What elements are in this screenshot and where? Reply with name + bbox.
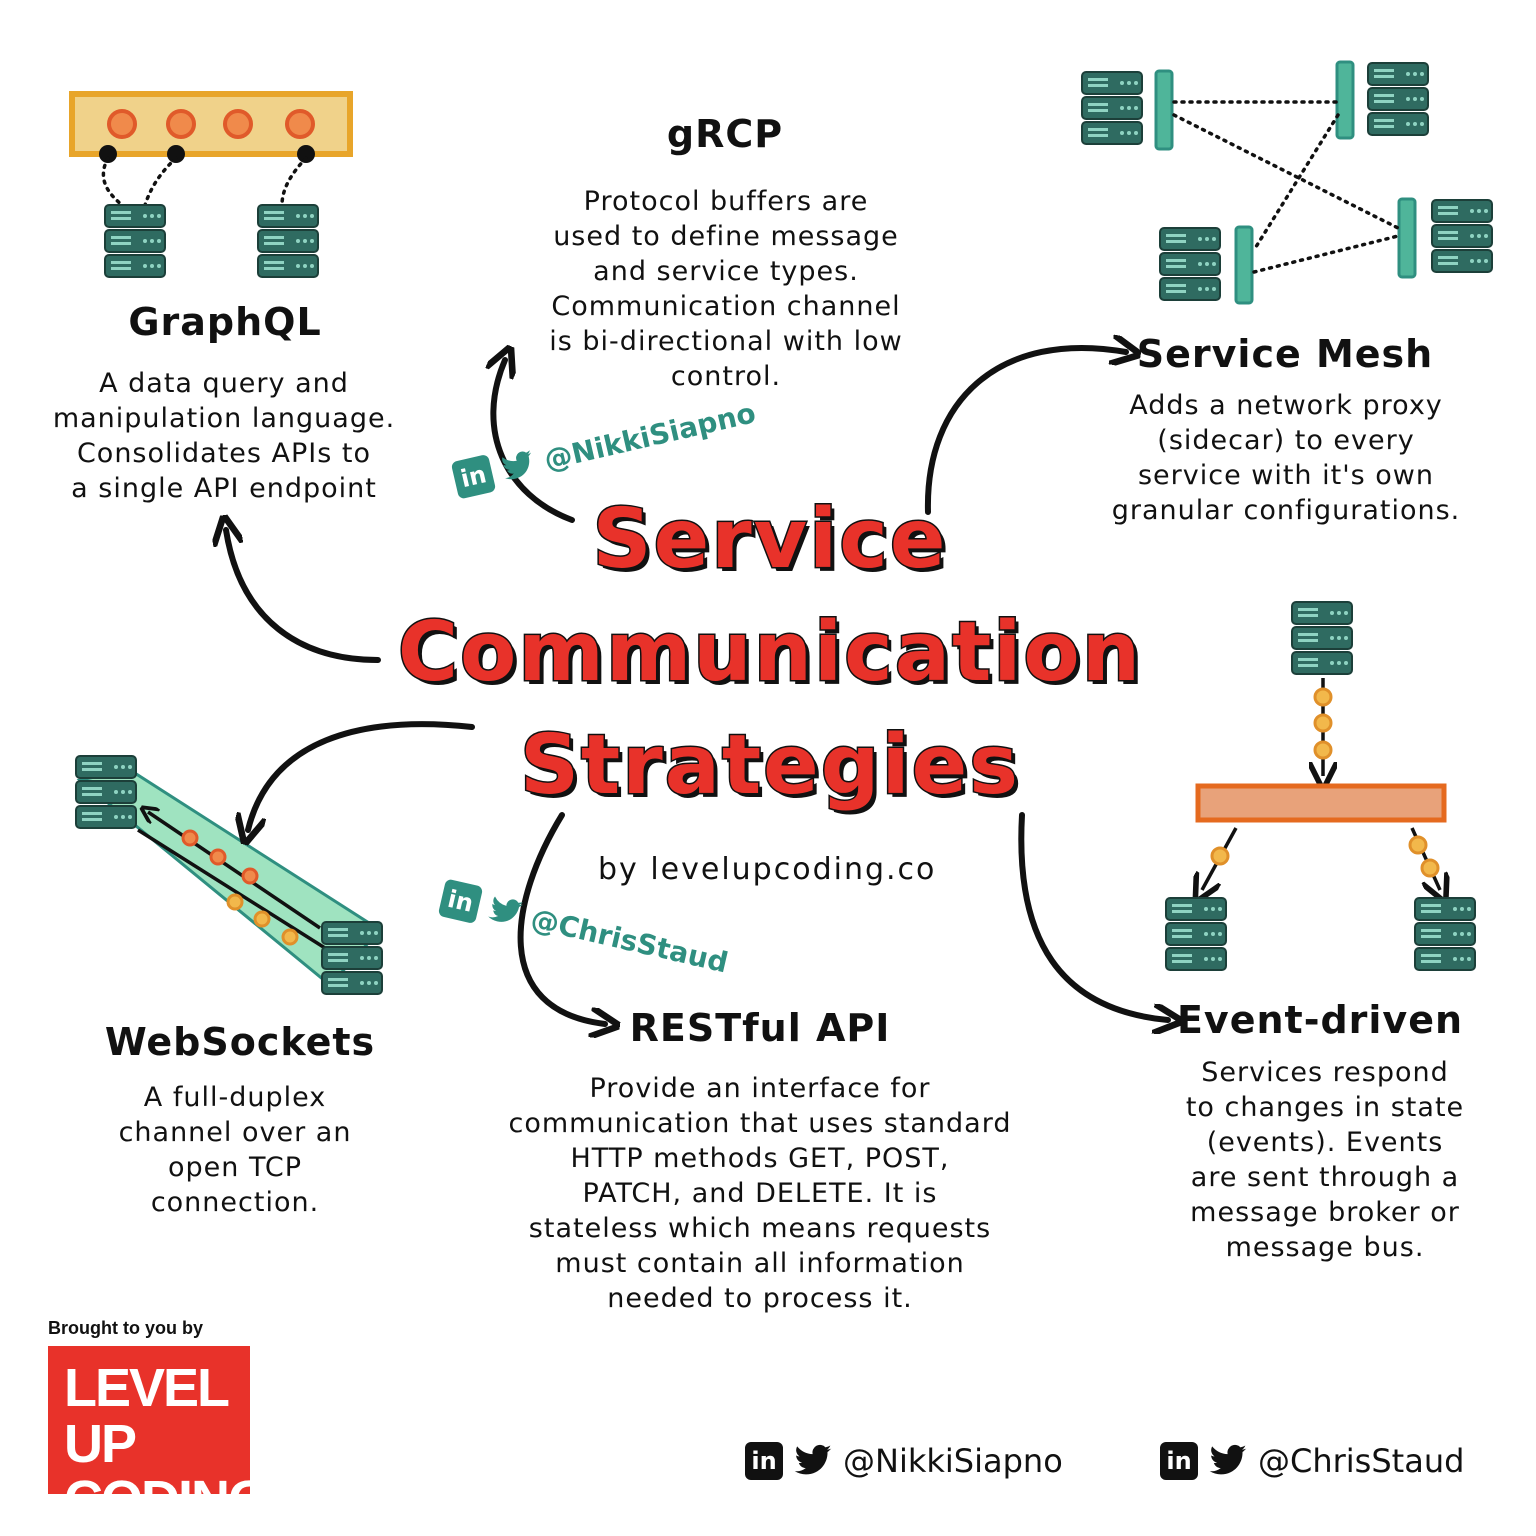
grpc-line: Protocol buffers are (583, 186, 869, 217)
graphql-description: A data query and manipulation language. … (24, 366, 424, 506)
footer-handle-text[interactable]: @ChrisStaud (1258, 1442, 1465, 1480)
restful-line: communication that uses standard (508, 1108, 1012, 1139)
event-driven-heading: Event-driven (1176, 998, 1464, 1042)
linkedin-icon[interactable]: in (1160, 1442, 1198, 1480)
service-mesh-line: (sidecar) to every (1157, 425, 1415, 456)
websockets-heading: WebSockets (104, 1020, 376, 1064)
grpc-line: is bi-directional with low (549, 326, 903, 357)
event-driven-line: message bus. (1225, 1232, 1425, 1263)
graphql-line: A data query and (99, 368, 349, 399)
restful-line: PATCH, and DELETE. It is (582, 1178, 938, 1209)
footer-handle-nikki[interactable]: in @NikkiSiapno (745, 1442, 1063, 1480)
brought-to-you-by: Brought to you by (48, 1318, 203, 1338)
restful-line: must contain all information (555, 1248, 965, 1279)
restful-line: stateless which means requests (528, 1213, 992, 1244)
websockets-illustration (75, 755, 383, 995)
arrow-to-websockets (248, 721, 475, 830)
linkedin-icon[interactable]: in (745, 1442, 783, 1480)
arrow-to-event-driven (1018, 812, 1168, 1020)
restful-line: HTTP methods GET, POST, (570, 1143, 950, 1174)
graphql-line: Consolidates APIs to (76, 438, 372, 469)
event-driven-line: (events). Events (1206, 1127, 1444, 1158)
restful-line: needed to process it. (607, 1283, 913, 1314)
service-mesh-heading: Service Mesh (1136, 332, 1434, 376)
logo-line-2: CODING (64, 1470, 270, 1530)
event-driven-line: message broker or (1190, 1197, 1460, 1228)
twitter-icon (502, 450, 532, 480)
websockets-description: A full-duplex channel over an open TCP c… (70, 1080, 400, 1220)
twitter-icon[interactable] (1208, 1444, 1248, 1478)
restful-heading: RESTful API (629, 1006, 891, 1050)
watermark-chris: in @ChrisStaud (437, 878, 732, 981)
linkedin-icon: in (437, 878, 484, 925)
event-driven-line: Services respond (1201, 1057, 1449, 1088)
watermark-nikki: in @NikkiSiapno (450, 393, 759, 500)
grpc-description: Protocol buffers are used to define mess… (520, 184, 932, 394)
service-mesh-illustration (1081, 60, 1493, 305)
graphql-line: a single API endpoint (71, 473, 377, 504)
title-line-3: Strategies (518, 717, 1021, 815)
arrow-to-restful (517, 812, 605, 1024)
restful-description: Provide an interface for communication t… (470, 1071, 1050, 1316)
level-up-coding-logo[interactable]: LEVEL UP CODING (48, 1346, 270, 1528)
grpc-line: Communication channel (551, 291, 901, 322)
footer-handle-text[interactable]: @NikkiSiapno (843, 1442, 1063, 1480)
event-driven-line: are sent through a (1190, 1162, 1460, 1193)
websockets-line: open TCP (167, 1152, 302, 1183)
graphql-line: manipulation language. (52, 403, 396, 434)
twitter-icon (488, 896, 523, 922)
service-mesh-line: service with it's own (1137, 460, 1435, 491)
title-line-2: Communication (396, 604, 1143, 702)
event-driven-illustration (1165, 601, 1476, 971)
restful-line: Provide an interface for (589, 1073, 931, 1104)
graphql-heading: GraphQL (128, 300, 322, 344)
service-mesh-description: Adds a network proxy (sidecar) to every … (1086, 388, 1486, 528)
arrow-to-grpc (493, 360, 575, 523)
arrow-to-service-mesh (924, 348, 1126, 515)
twitter-icon[interactable] (793, 1444, 833, 1478)
websockets-line: connection. (150, 1187, 320, 1218)
event-driven-line: to changes in state (1185, 1092, 1465, 1123)
service-mesh-line: Adds a network proxy (1129, 390, 1443, 421)
grpc-line: and service types. (593, 256, 859, 287)
title-line-1: Service (591, 491, 948, 589)
websockets-line: A full-duplex (143, 1082, 327, 1113)
grpc-heading: gRCP (666, 112, 784, 156)
grpc-line: used to define message (553, 221, 899, 252)
event-driven-description: Services respond to changes in state (ev… (1140, 1055, 1510, 1265)
websockets-line: channel over an (118, 1117, 352, 1148)
byline: by levelupcoding.co (598, 852, 937, 887)
service-mesh-line: granular configurations. (1111, 495, 1461, 526)
logo-line-1: LEVEL UP (64, 1358, 229, 1474)
graphql-illustration (69, 91, 353, 278)
arrow-to-graphql (226, 530, 381, 663)
grpc-line: control. (670, 361, 782, 392)
footer-handle-chris[interactable]: in @ChrisStaud (1160, 1442, 1464, 1480)
connector-arrows (226, 348, 1168, 1024)
